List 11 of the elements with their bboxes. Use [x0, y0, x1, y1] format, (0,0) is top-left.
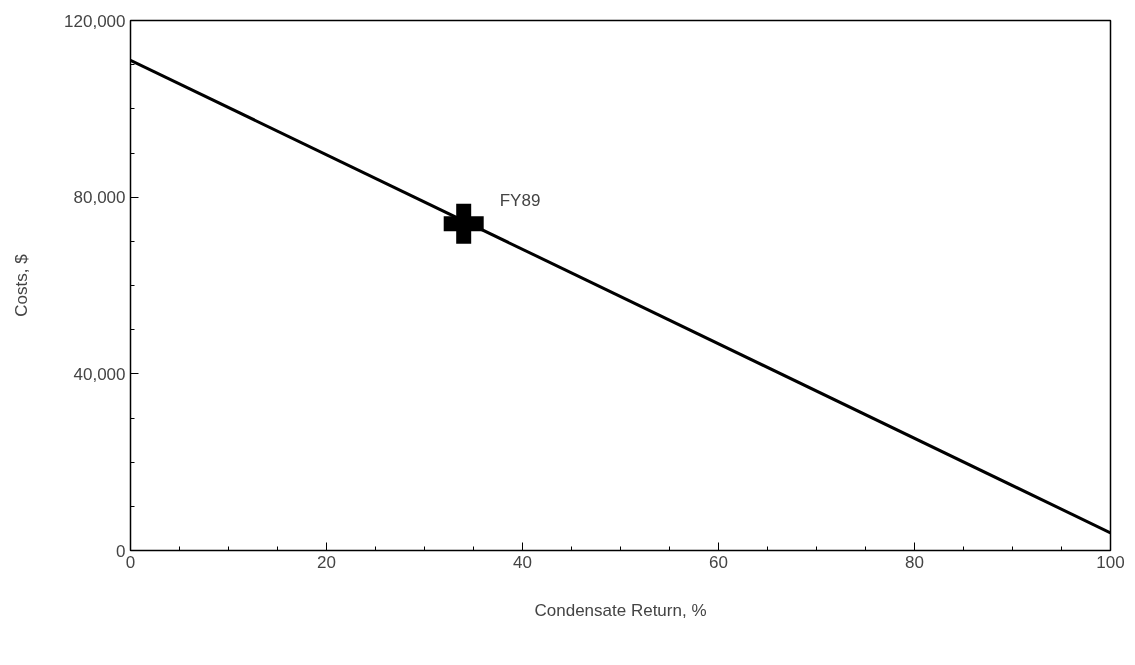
x-tick-label: 20 — [317, 552, 336, 572]
y-tick-label: 40,000 — [73, 364, 126, 384]
y-axis-title: Costs, $ — [12, 253, 32, 317]
x-tick-label: 40 — [513, 552, 532, 572]
annotation: FY89 — [499, 190, 541, 210]
y-tick-label: 80,000 — [73, 188, 126, 208]
x-tick-label: 100 — [1096, 552, 1125, 572]
x-axis-title: Condensate Return, % — [534, 600, 707, 620]
x-tick-label: 80 — [905, 552, 924, 572]
x-tick-label: 60 — [709, 552, 728, 572]
y-tick-label: 120,000 — [64, 11, 126, 31]
